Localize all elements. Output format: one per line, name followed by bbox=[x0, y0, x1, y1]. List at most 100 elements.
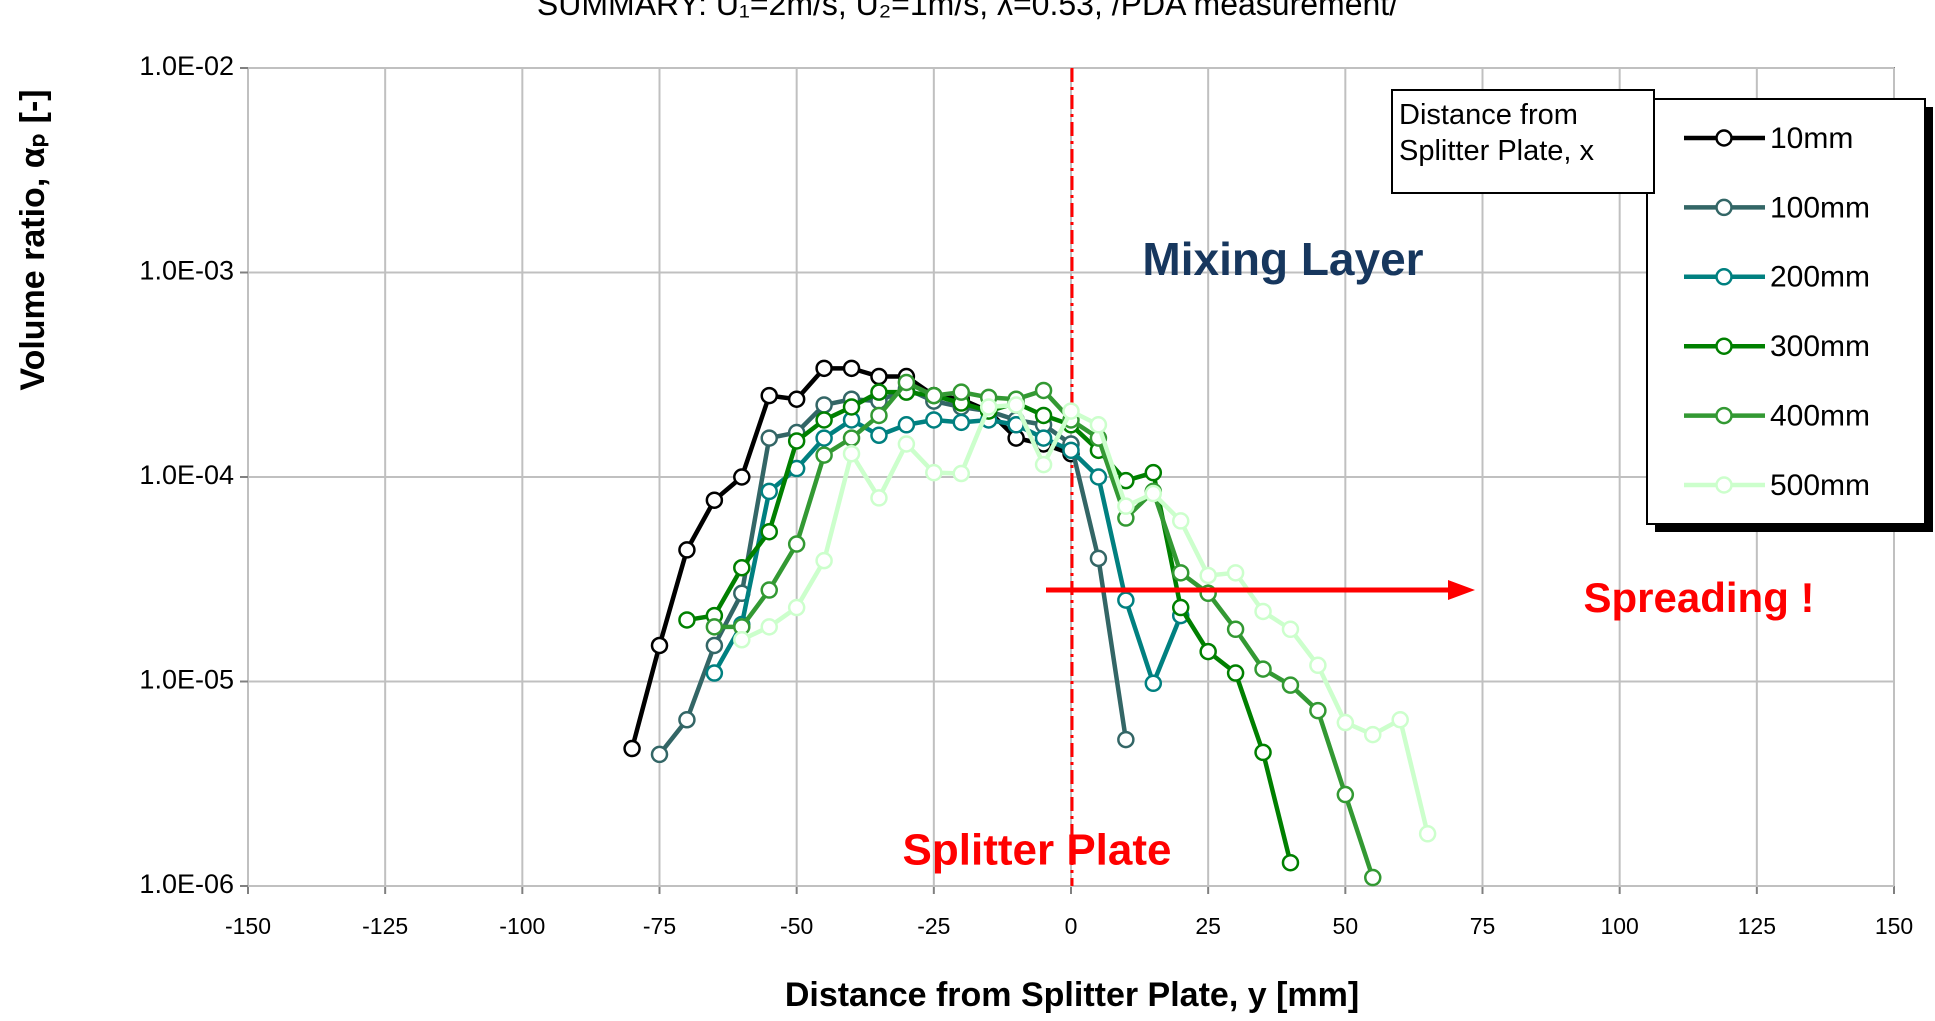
marker bbox=[787, 432, 806, 450]
marker bbox=[1336, 713, 1355, 732]
legend-label: 400mm bbox=[1770, 400, 1870, 433]
annotation: Splitter Plate bbox=[903, 826, 1172, 875]
y-tick-label: 1.0E-04 bbox=[139, 460, 234, 490]
marker bbox=[1199, 566, 1217, 585]
marker bbox=[1254, 660, 1272, 678]
marker bbox=[815, 429, 833, 447]
marker bbox=[760, 386, 778, 405]
x-tick-label: -150 bbox=[225, 913, 271, 939]
marker bbox=[815, 551, 833, 570]
marker bbox=[870, 367, 888, 386]
marker bbox=[1254, 602, 1272, 621]
marker bbox=[952, 413, 971, 432]
marker bbox=[815, 359, 833, 378]
legend-label: 200mm bbox=[1770, 261, 1870, 294]
marker bbox=[733, 468, 751, 486]
marker bbox=[1171, 598, 1190, 617]
marker bbox=[815, 396, 833, 414]
legend-marker bbox=[1715, 268, 1733, 286]
marker bbox=[1034, 455, 1053, 474]
x-tick-label: 0 bbox=[1065, 913, 1078, 939]
legend bbox=[1646, 98, 1926, 525]
y-tick-label: 1.0E-03 bbox=[139, 256, 234, 286]
legend-label: 10mm bbox=[1770, 122, 1853, 155]
marker bbox=[1418, 825, 1437, 843]
marker bbox=[760, 482, 778, 501]
x-tick-label: 25 bbox=[1195, 913, 1221, 939]
x-tick-label: -100 bbox=[499, 913, 545, 939]
legend-marker bbox=[1715, 476, 1733, 494]
marker bbox=[1007, 396, 1025, 414]
chart-title: SUMMARY: U₁=2m/s, U₂=1m/s, λ=0.53, /PDA … bbox=[536, 0, 1399, 22]
marker bbox=[1336, 785, 1355, 804]
legend-label: 100mm bbox=[1770, 191, 1870, 224]
x-tick-label: 75 bbox=[1470, 913, 1496, 939]
marker bbox=[1034, 429, 1053, 447]
legend-marker bbox=[1715, 337, 1733, 355]
marker bbox=[1034, 406, 1053, 425]
marker bbox=[870, 406, 888, 425]
marker bbox=[705, 618, 724, 636]
marker bbox=[842, 398, 861, 416]
marker bbox=[842, 444, 861, 463]
x-tick-label: 100 bbox=[1600, 913, 1638, 939]
marker bbox=[1117, 497, 1135, 515]
marker bbox=[760, 522, 778, 541]
legend-marker bbox=[1715, 198, 1733, 217]
marker bbox=[925, 411, 943, 429]
marker bbox=[897, 435, 916, 453]
marker bbox=[1309, 701, 1327, 720]
marker bbox=[1281, 620, 1300, 639]
x-axis-label: Distance from Splitter Plate, y [mm] bbox=[785, 976, 1359, 1014]
marker bbox=[1089, 468, 1108, 486]
legend-title: Distance from Splitter Plate, x bbox=[1391, 89, 1655, 194]
marker bbox=[787, 598, 806, 617]
marker bbox=[760, 429, 778, 447]
arrow-head bbox=[1448, 580, 1475, 600]
marker bbox=[678, 711, 696, 729]
marker bbox=[842, 359, 861, 378]
legend-marker bbox=[1715, 406, 1733, 425]
marker bbox=[787, 390, 806, 408]
marker bbox=[1226, 620, 1245, 639]
marker bbox=[952, 464, 971, 483]
x-tick-label: -50 bbox=[780, 913, 813, 939]
marker bbox=[623, 739, 641, 758]
y-tick-label: 1.0E-06 bbox=[139, 869, 234, 899]
x-tick-label: -25 bbox=[917, 913, 950, 939]
marker bbox=[870, 489, 888, 507]
marker bbox=[842, 429, 861, 447]
marker bbox=[650, 745, 669, 764]
y-tick-label: 1.0E-05 bbox=[139, 665, 234, 695]
marker bbox=[705, 491, 724, 509]
legend-label: 500mm bbox=[1770, 469, 1870, 502]
marker bbox=[733, 631, 751, 649]
marker bbox=[979, 398, 998, 416]
marker bbox=[1062, 441, 1080, 460]
marker bbox=[925, 463, 943, 482]
marker bbox=[815, 411, 833, 429]
marker bbox=[1144, 484, 1163, 503]
marker bbox=[733, 558, 751, 577]
marker bbox=[650, 636, 669, 655]
marker bbox=[1089, 416, 1108, 434]
x-tick-label: -125 bbox=[362, 913, 408, 939]
annotation: Spreading ! bbox=[1583, 574, 1814, 621]
marker bbox=[1281, 853, 1300, 872]
marker bbox=[1364, 725, 1382, 744]
y-tick-label: 1.0E-02 bbox=[139, 51, 234, 81]
marker bbox=[787, 535, 806, 553]
marker bbox=[678, 541, 696, 559]
marker bbox=[1364, 868, 1382, 887]
marker bbox=[925, 386, 943, 405]
annotation: Mixing Layer bbox=[1142, 233, 1423, 285]
marker bbox=[870, 383, 888, 401]
marker bbox=[1117, 730, 1135, 749]
marker bbox=[1089, 549, 1108, 568]
marker bbox=[1391, 711, 1409, 729]
x-tick-label: 125 bbox=[1738, 913, 1776, 939]
marker bbox=[1171, 512, 1190, 530]
x-tick-label: 150 bbox=[1875, 913, 1913, 939]
marker bbox=[760, 581, 778, 599]
